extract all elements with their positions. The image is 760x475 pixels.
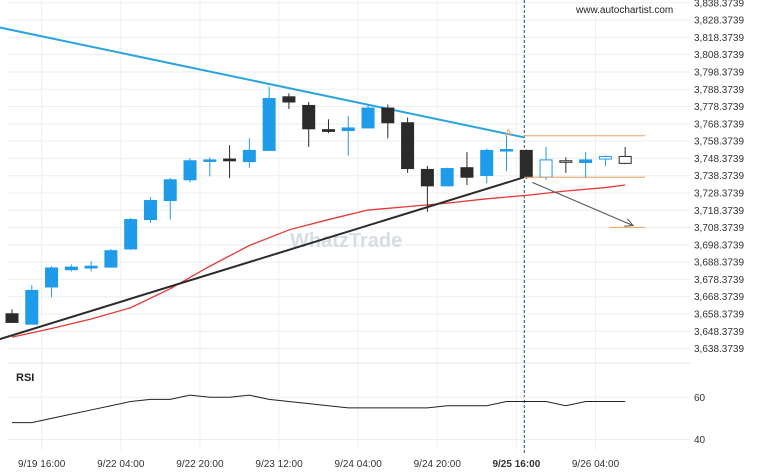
- x-tick-label: 9/24 20:00: [414, 459, 462, 470]
- candle-body: [124, 219, 138, 250]
- candle-body: [480, 149, 494, 176]
- y-tick-label: 3,638.3739: [694, 344, 744, 355]
- candle-body: [223, 158, 237, 162]
- candle-body: [579, 159, 593, 164]
- candle-body: [25, 289, 39, 325]
- candle-body: [440, 168, 454, 187]
- y-tick-label: 3,718.3739: [694, 206, 744, 217]
- candle-body: [183, 160, 197, 181]
- rsi-panel: 40 60: [8, 393, 706, 446]
- y-tick-label: 3,688.3739: [694, 258, 744, 269]
- x-axis-ticks: 9/19 16:00 9/22 04:00 9/22 20:00 9/23 12:00…: [18, 459, 620, 470]
- y-tick-label: 3,648.3739: [694, 327, 744, 338]
- candles-group: [5, 86, 632, 325]
- y-tick-label: 3,788.3739: [694, 85, 744, 96]
- rsi-tick-label: 40: [694, 435, 706, 446]
- watermark-text: WhatzTrade: [290, 230, 402, 252]
- x-tick-label: 9/26 04:00: [572, 459, 620, 470]
- rsi-label: RSI: [16, 372, 34, 384]
- y-tick-label: 3,708.3739: [694, 223, 744, 234]
- y-tick-label: 3,728.3739: [694, 188, 744, 199]
- y-tick-label: 3,758.3739: [694, 137, 744, 148]
- candle-body: [143, 200, 157, 221]
- moving-average-group: [11, 184, 626, 338]
- y-tick-label: 3,778.3739: [694, 102, 744, 113]
- y-tick-label: 3,668.3739: [694, 292, 744, 303]
- candle-body: [163, 179, 177, 202]
- brand-text: www.autochartist.com: [575, 5, 673, 16]
- y-tick-label: 3,808.3739: [694, 50, 744, 61]
- y-tick-label: 3,738.3739: [694, 171, 744, 182]
- candle-body: [618, 155, 632, 164]
- candle-body: [203, 159, 217, 162]
- candle-body: [519, 149, 533, 178]
- candle-body: [64, 266, 78, 271]
- candle-body: [460, 167, 474, 178]
- y-tick-label: 3,678.3739: [694, 275, 744, 286]
- y-tick-label: 3,748.3739: [694, 154, 744, 165]
- moving-average-line: [11, 184, 626, 338]
- x-tick-label: 9/23 12:00: [255, 459, 303, 470]
- x-tick-label: 9/25 16:00: [492, 459, 540, 470]
- candle-body: [5, 313, 19, 323]
- candle-body: [598, 155, 612, 160]
- candle-body: [420, 168, 434, 187]
- y-tick-label: 3,838.3739: [694, 0, 744, 9]
- y-tick-label: 3,828.3739: [694, 16, 744, 27]
- y-axis-ticks: 3,638.3739 3,648.3739 3,658.3739 3,668.3739…: [694, 0, 744, 355]
- rsi-tick-label: 60: [694, 393, 706, 404]
- candle-body: [302, 104, 316, 130]
- candle-body: [45, 267, 59, 288]
- x-tick-label: 9/24 04:00: [335, 459, 383, 470]
- candle-body: [539, 159, 553, 178]
- rsi-line: [12, 394, 626, 424]
- candle-body: [500, 149, 513, 152]
- support-trendline: [0, 176, 525, 341]
- candle-body: [282, 96, 296, 103]
- y-tick-label: 3,798.3739: [694, 67, 744, 78]
- y-tick-label: 3,818.3739: [694, 33, 744, 44]
- y-tick-label: 3,658.3739: [694, 309, 744, 320]
- candle-body: [104, 250, 118, 268]
- forecast-arrow-head: [624, 218, 635, 227]
- pattern-point-label: A: [505, 128, 512, 139]
- candle-body: [381, 107, 395, 124]
- candle-body: [321, 129, 335, 132]
- chart-grid: [8, 0, 690, 455]
- x-tick-label: 9/22 20:00: [176, 459, 224, 470]
- candle-body: [341, 127, 355, 132]
- forecast-arrow-line: [532, 181, 634, 227]
- y-tick-label: 3,768.3739: [694, 119, 744, 130]
- y-tick-label: 3,698.3739: [694, 240, 744, 251]
- x-tick-label: 9/22 04:00: [97, 459, 145, 470]
- candle-body: [559, 160, 573, 163]
- candle-body: [84, 265, 98, 269]
- x-tick-label: 9/19 16:00: [18, 459, 66, 470]
- trendlines-group: [0, 26, 525, 341]
- level-lines-group: [524, 135, 645, 228]
- candle-body: [401, 122, 415, 170]
- resistance-trendline: [0, 26, 525, 139]
- candle-body: [262, 98, 276, 151]
- candle-body: [242, 149, 256, 163]
- candle-body: [361, 107, 375, 129]
